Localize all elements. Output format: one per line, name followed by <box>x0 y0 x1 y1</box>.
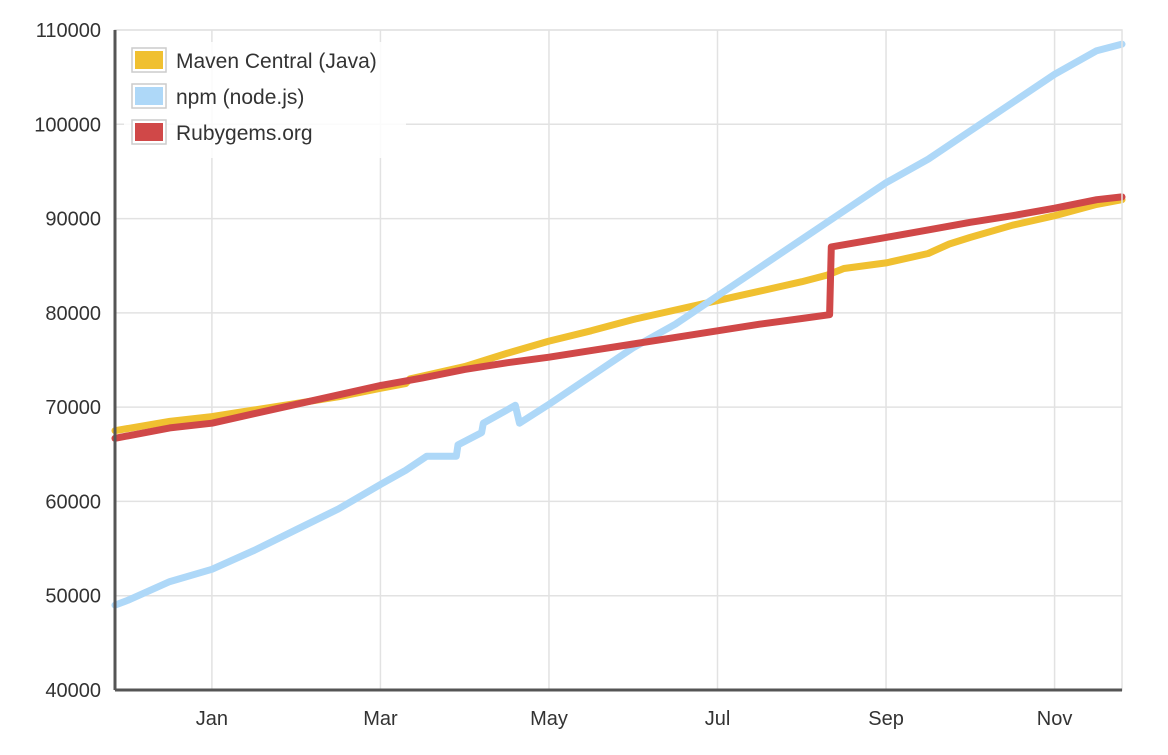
legend-label-3: Rubygems.org <box>176 122 313 145</box>
legend-label-1: Maven Central (Java) <box>176 50 377 73</box>
y-tick-label: 100000 <box>34 114 101 136</box>
legend-swatch-2 <box>135 87 163 105</box>
x-tick-label: Sep <box>868 708 904 730</box>
y-tick-label: 80000 <box>45 303 101 325</box>
y-axis-ticks: 40000 50000 60000 70000 80000 90000 100000 1100… <box>34 20 101 702</box>
x-tick-label: Nov <box>1037 708 1073 730</box>
x-tick-label: Jan <box>196 708 228 730</box>
series-line-2 <box>111 40 1126 609</box>
legend: Maven Central (Java) npm (node.js) Rubygem… <box>124 42 406 158</box>
x-tick-label: May <box>530 708 568 730</box>
legend-background <box>124 42 406 158</box>
legend-swatch-1 <box>135 51 163 69</box>
y-tick-label: 40000 <box>45 680 101 702</box>
legend-swatch-3 <box>135 123 163 141</box>
y-tick-label: 90000 <box>45 209 101 231</box>
x-tick-label: Mar <box>363 708 398 730</box>
x-axis-ticks: Jan Mar May Jul Sep Nov <box>196 708 1073 730</box>
x-tick-label: Jul <box>705 708 731 730</box>
series-line-1 <box>111 196 1126 435</box>
y-tick-label: 110000 <box>36 20 101 42</box>
gridlines <box>115 29 1122 691</box>
y-tick-label: 50000 <box>45 586 101 608</box>
series-lines <box>111 40 1126 609</box>
series-line-3 <box>111 193 1126 442</box>
legend-label-2: npm (node.js) <box>176 86 304 109</box>
y-tick-label: 60000 <box>45 491 101 513</box>
plot-frame <box>113 29 1123 692</box>
y-tick-label: 70000 <box>45 397 101 419</box>
